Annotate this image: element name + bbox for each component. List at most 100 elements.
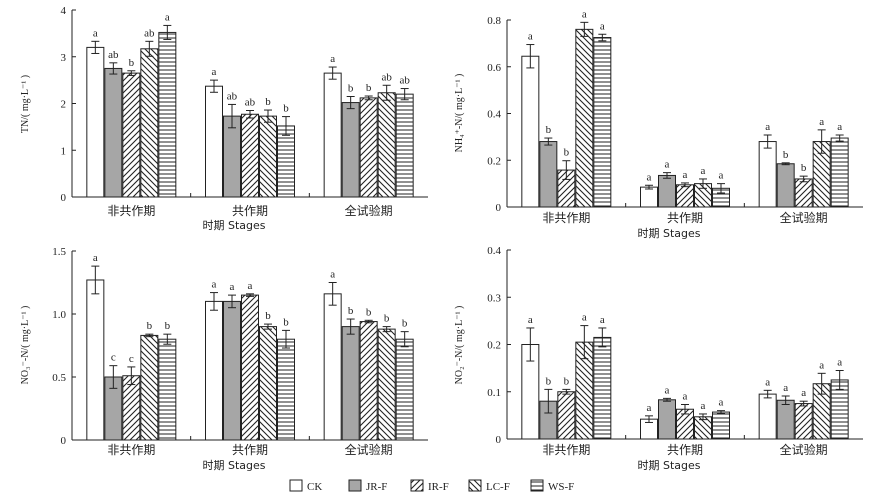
legend-label: LC-F (486, 481, 510, 493)
bar-ws-f (277, 338, 295, 441)
category-label: 非共作期 (107, 443, 155, 457)
significance-label: b (348, 305, 354, 317)
bar-ck (323, 72, 342, 198)
significance-label: b (348, 82, 354, 94)
significance-label: b (265, 96, 271, 108)
y-tick-label: 0.5 (52, 372, 66, 384)
category-label: 全试验期 (780, 210, 828, 225)
bar-jr-f (539, 141, 558, 208)
bar-ck (758, 141, 777, 208)
significance-label: a (330, 269, 335, 281)
significance-label: a (93, 27, 98, 39)
bar-jr-f (223, 300, 241, 441)
x-axis-label: 时期 Stages (202, 219, 265, 232)
significance-label: a (230, 281, 235, 293)
bar-jr-f (341, 102, 360, 198)
category-label: 共作期 (232, 443, 268, 457)
bar-lc-f (259, 115, 277, 198)
y-tick-label: 0 (496, 202, 502, 214)
significance-label: b (546, 124, 552, 136)
significance-label: a (582, 312, 587, 324)
y-tick-label: 0.1 (487, 387, 501, 399)
y-axis-label: NO₃⁻-N/( mg·L⁻¹ ) (20, 306, 31, 385)
bar-lc-f (140, 334, 159, 441)
y-axis-label: TN/( mg·L⁻¹ ) (20, 75, 31, 133)
y-tick-label: 0.4 (487, 109, 501, 121)
significance-label: b (564, 375, 570, 387)
significance-label: c (129, 353, 134, 365)
y-axis-label: NH₄⁺-N/( mg·L⁻¹ ) (454, 74, 465, 153)
significance-label: a (765, 121, 770, 133)
bar-ck (205, 85, 223, 198)
significance-label: a (701, 400, 706, 412)
significance-label: a (701, 165, 706, 177)
bar-jr-f (104, 67, 123, 198)
legend-swatch-ws-f (530, 479, 544, 492)
significance-label: b (402, 318, 408, 330)
y-tick-label: 0 (496, 434, 502, 446)
y-tick-label: 0.3 (487, 292, 501, 304)
bar-ir-f (359, 97, 378, 198)
x-axis-label: 时期 Stages (202, 459, 265, 472)
significance-label: ab (381, 71, 392, 83)
bar-jr-f (658, 174, 676, 208)
significance-label: ab (227, 90, 238, 102)
bar-ws-f (593, 37, 612, 208)
significance-label: b (801, 162, 807, 174)
legend-label: IR-F (428, 481, 449, 493)
bar-ck (205, 300, 223, 441)
significance-label: ab (108, 49, 119, 61)
chart-panel-4: 0 0.1 0.2 0.3 0.4 NO₂⁻-N/( mg·L⁻¹ ) 非共作期 a b b a a 共… (454, 245, 863, 472)
bar-ir-f (122, 72, 141, 198)
bar-ws-f (593, 336, 612, 440)
bar-ir-f (241, 294, 259, 441)
bar-lc-f (575, 28, 594, 208)
significance-label: a (582, 8, 587, 20)
significance-label: a (528, 31, 533, 43)
y-tick-label: 0.6 (487, 62, 501, 74)
category-label: 非共作期 (542, 443, 590, 457)
significance-label: a (719, 397, 724, 409)
significance-label: a (330, 53, 335, 65)
y-axis-label: NO₂⁻-N/( mg·L⁻¹ ) (454, 306, 465, 385)
bar-ws-f (395, 338, 414, 441)
y-tick-label: 1.0 (52, 309, 66, 321)
significance-label: b (546, 375, 552, 387)
significance-label: ab (144, 27, 155, 39)
category-label: 全试验期 (345, 442, 393, 457)
significance-label: a (819, 359, 824, 371)
bar-ck (323, 293, 342, 441)
bar-lc-f (377, 328, 396, 441)
y-tick-label: 4 (61, 5, 67, 17)
bar-jr-f (658, 399, 676, 440)
bar-ws-f (158, 338, 177, 441)
significance-label: b (129, 57, 135, 69)
bar-ck (640, 186, 658, 208)
category-label: 共作期 (232, 204, 268, 218)
significance-label: b (283, 316, 289, 328)
significance-label: a (665, 384, 670, 396)
bar-ir-f (122, 375, 141, 441)
significance-label: a (647, 171, 652, 183)
category-label: 全试验期 (345, 203, 393, 218)
category-label: 非共作期 (107, 204, 155, 218)
significance-label: a (837, 356, 842, 368)
bar-ws-f (158, 31, 177, 198)
significance-label: b (366, 306, 372, 318)
significance-label: ab (245, 97, 256, 109)
bar-ir-f (557, 391, 576, 440)
significance-label: ab (399, 75, 410, 87)
y-tick-label: 1.5 (52, 246, 66, 258)
significance-label: a (248, 280, 253, 292)
legend-swatch-ir-f (410, 479, 424, 492)
bar-ck (758, 393, 777, 440)
bar-jr-f (776, 163, 795, 208)
y-tick-label: 0.2 (487, 340, 501, 352)
y-tick-label: 0 (61, 192, 67, 204)
bar-ck (521, 55, 540, 208)
bar-lc-f (377, 92, 396, 198)
bar-ir-f (676, 184, 694, 208)
category-label: 共作期 (667, 211, 703, 225)
